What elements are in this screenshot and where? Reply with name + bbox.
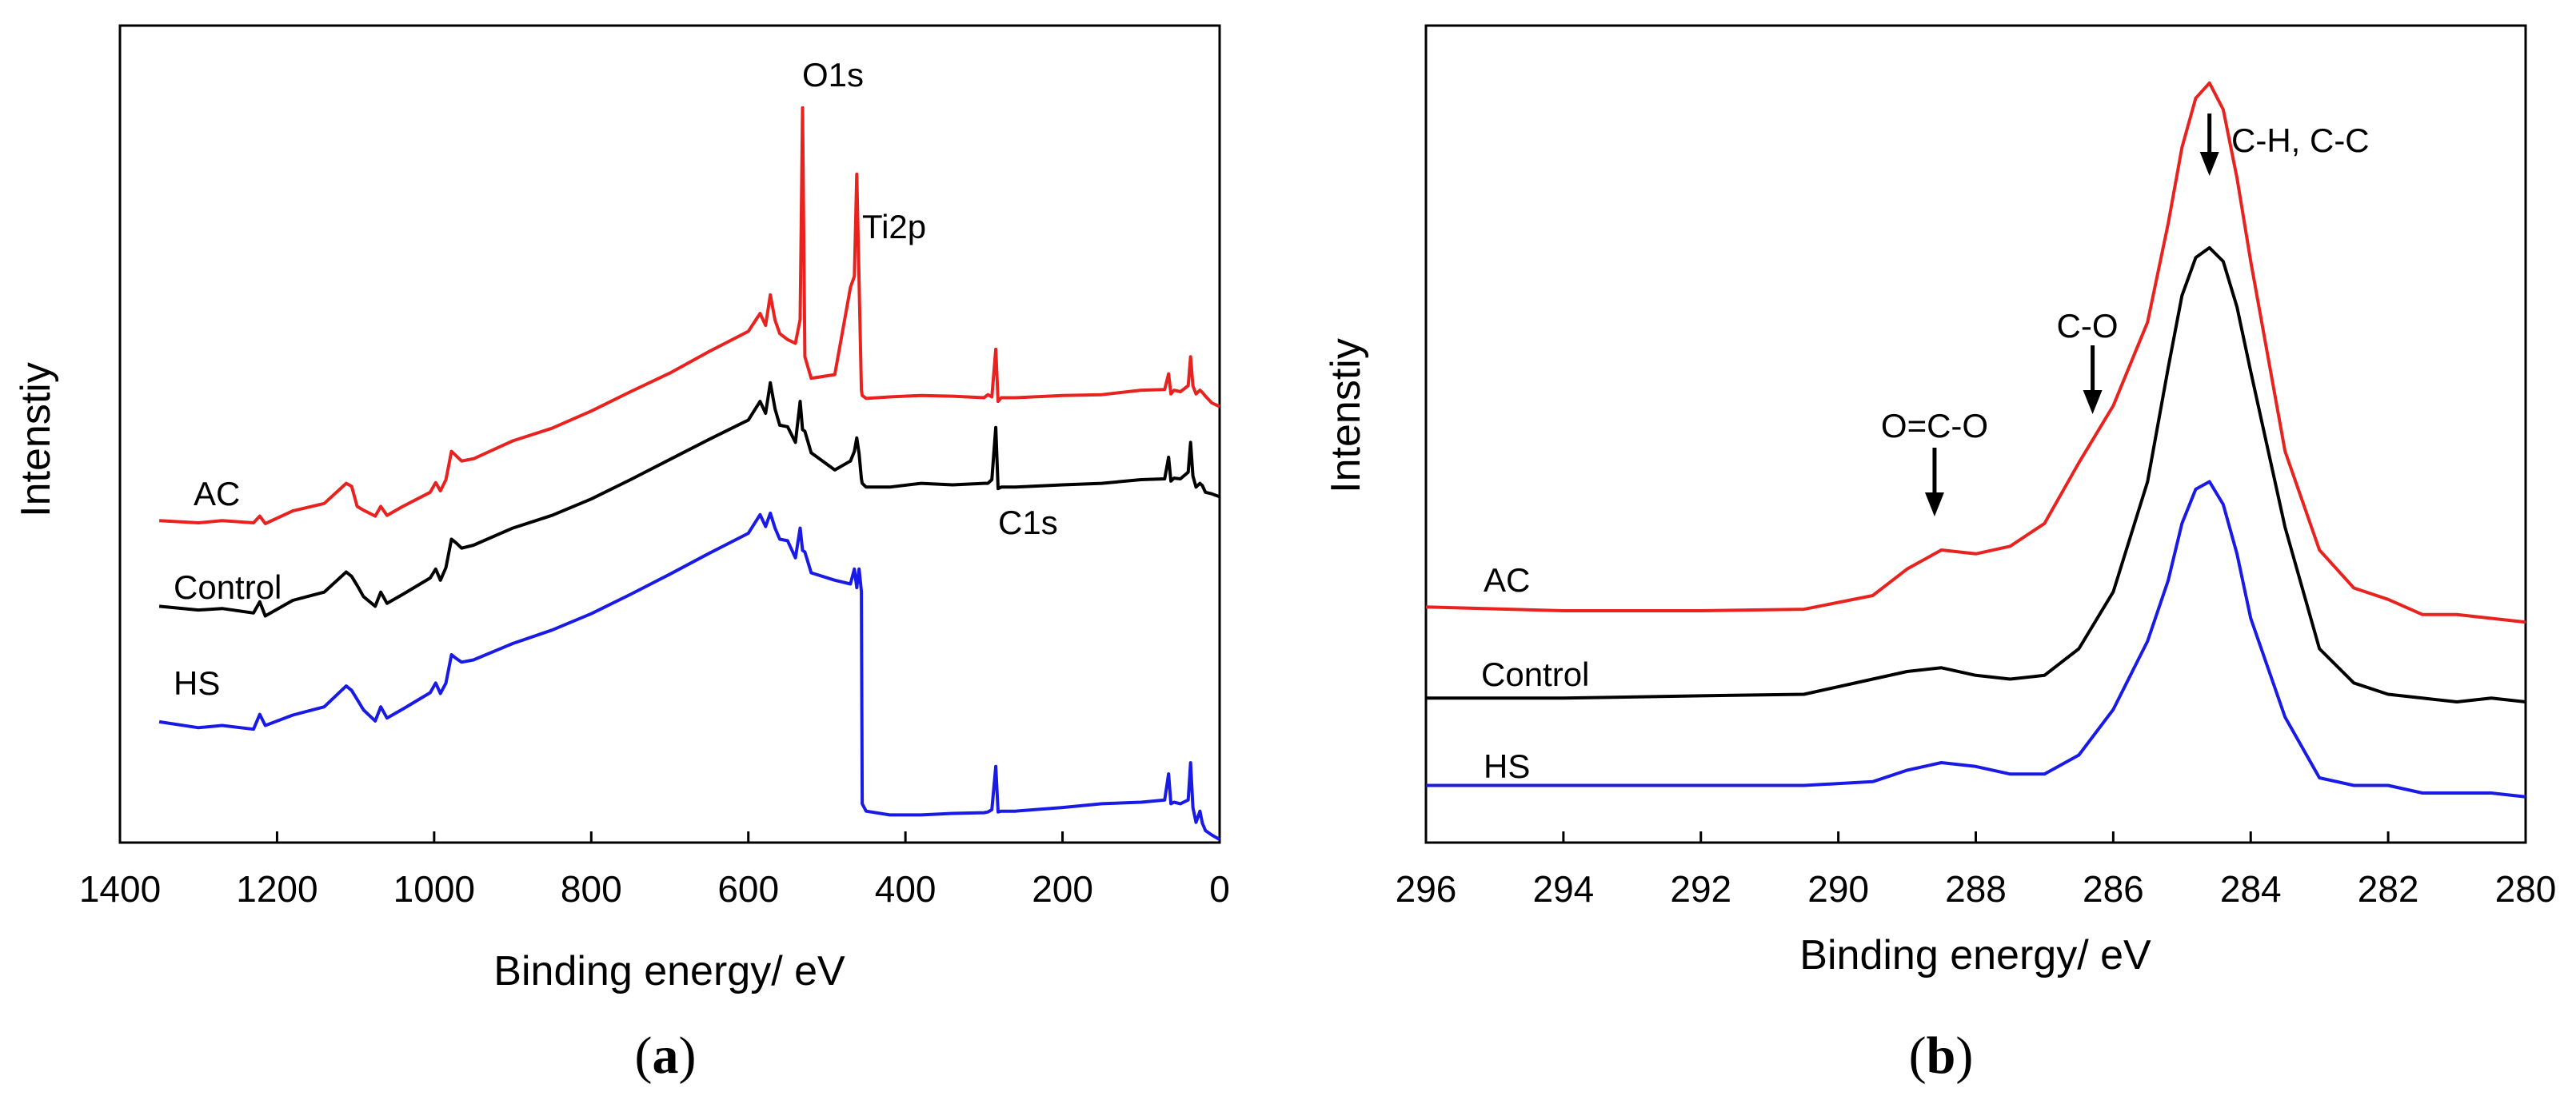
panel-b-x-tick-label: 284 [2220,868,2282,910]
panel-a-caption-close: ) [679,1026,697,1085]
panel-b-x-tick-label: 294 [1533,868,1595,910]
panel-b-x-tick-label: 286 [2083,868,2144,910]
panel-a-caption-letter: a [653,1026,679,1085]
panel-b-chart: 296 294 292 290 288 286 284 282 280 Binding ener… [1323,24,2557,1085]
panel-b-x-ticks: 296 294 292 290 288 286 284 282 280 [1396,831,2557,910]
panel-b-arrow-head [1924,492,1944,516]
panel-b-x-tick-label: 280 [2495,868,2557,910]
panel-b-y-axis-title: Intenstiy [1323,338,1369,493]
panel-a-x-axis-title: Binding energy/ eV [493,948,845,994]
panel-b-label-hs: HS [1484,747,1530,785]
panel-b-x-tick-label: 296 [1396,868,1457,910]
panel-b-annotation-chcc: C-H, C-C [2231,122,2370,159]
panel-a-x-tick-label: 400 [875,868,937,910]
panel-b-x-tick-label: 288 [1945,868,2007,910]
panel-b-arrow-head [2199,152,2219,176]
panel-b-x-tick-label: 292 [1670,868,1731,910]
panel-a-series-ac [158,106,1220,525]
panel-b-series-control [1426,245,2526,703]
panel-b-x-tick-label: 290 [1807,868,1869,910]
panel-b-arrow-head [2083,390,2103,414]
panel-a-x-tick-label: 1400 [79,868,161,910]
panel-a-y-axis-title: Intenstiy [13,362,59,517]
panel-a-series-group [158,106,1220,841]
panel-a-annotation-c1s: C1s [998,504,1058,541]
panel-a-x-ticks: 1400 1200 1000 800 600 400 200 0 [79,831,1230,910]
panel-a-x-tick-label: 200 [1032,868,1093,910]
panel-a-label-hs: HS [174,664,220,702]
panel-b-x-tick-label: 282 [2358,868,2419,910]
panel-a-plot-frame [118,24,1221,844]
panel-b-series-group [1425,81,2526,799]
panel-a-x-tick-label: 0 [1209,868,1230,910]
panel-b-annotation-ococ: O=C-O [1881,407,1988,444]
panel-a-x-tick-label: 1200 [236,868,318,910]
panel-a-caption-open: ( [635,1026,653,1085]
panel-a-annotation-ti2p: Ti2p [862,208,926,245]
panel-b-caption-open: ( [1909,1026,1927,1085]
panel-a-caption: (a) [635,1026,697,1085]
panel-b-x-axis-title: Binding energy/ eV [1799,932,2151,978]
panel-b-caption: (b) [1909,1026,1974,1085]
panel-b-label-control: Control [1481,656,1589,693]
panel-a-x-tick-label: 1000 [393,868,475,910]
panel-b-series-ac [1425,81,2526,624]
panel-a-label-control: Control [174,568,282,606]
panel-a-series-hs [158,511,1220,841]
panel-b-annotation-co: C-O [2057,307,2119,345]
panel-a-label-ac: AC [194,475,240,512]
panel-a-annotation-o1s: O1s [802,56,864,94]
panel-b-label-ac: AC [1484,561,1530,599]
panel-b-caption-letter: b [1927,1026,1956,1085]
panel-b-caption-close: ) [1955,1026,1973,1085]
panel-b-series-hs [1426,480,2526,799]
panel-a-series-control [158,381,1220,618]
panel-b-arrows [1924,114,2219,516]
panel-a-chart: 1400 1200 1000 800 600 400 200 0 Binding energy… [13,24,1230,1085]
panel-a-x-tick-label: 800 [561,868,622,910]
panel-a-x-tick-label: 600 [717,868,779,910]
